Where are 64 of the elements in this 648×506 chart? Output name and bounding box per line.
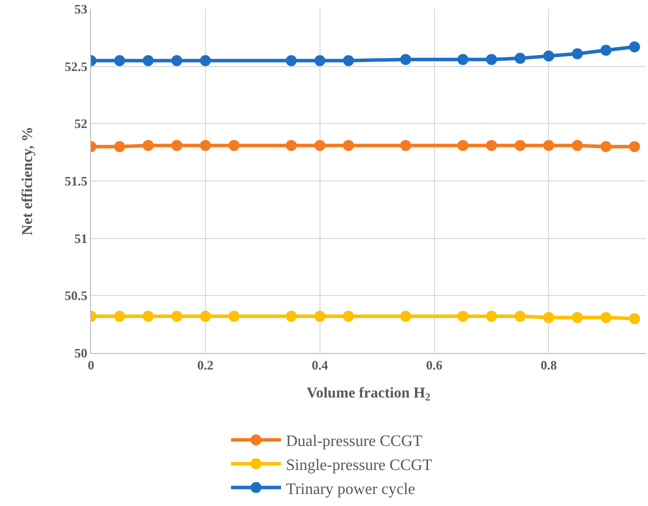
point [572, 48, 583, 60]
point [486, 54, 498, 65]
point [200, 140, 211, 151]
point [543, 50, 554, 62]
point [629, 41, 640, 52]
y-tick-label: 53 [74, 2, 88, 17]
x-tick-label: 0 [88, 358, 94, 373]
y-axis-title: Net efficiency, % [20, 126, 36, 236]
point [600, 141, 612, 152]
legend-label: Dual-pressure CCGT [286, 433, 423, 450]
point [457, 140, 468, 151]
point [600, 44, 612, 56]
point [286, 55, 297, 66]
point [342, 310, 354, 322]
point [486, 310, 498, 322]
point [514, 310, 526, 322]
point [228, 140, 240, 151]
point [400, 54, 412, 65]
y-tick-label: 52.5 [64, 58, 88, 74]
legend-label: Single-pressure CCGT [286, 456, 432, 474]
point [629, 313, 640, 324]
y-tick-label: 52 [74, 116, 88, 132]
legend-label: Trinary power cycle [286, 480, 416, 498]
point [286, 140, 297, 151]
x-tick-label: 0.2 [197, 358, 214, 373]
point [142, 310, 154, 322]
point [572, 140, 583, 151]
x-axis-title: Volume fraction H$_{2}$ [306, 386, 430, 404]
x-tick-label: 0.6 [426, 358, 443, 373]
point [543, 140, 554, 151]
point [171, 140, 182, 151]
point [486, 140, 498, 151]
y-tick-label: 50.5 [64, 288, 88, 304]
point [457, 54, 468, 65]
point [342, 55, 354, 66]
point [142, 140, 154, 151]
point [200, 55, 211, 66]
point [171, 310, 182, 322]
point [171, 55, 182, 66]
point [114, 55, 126, 66]
point [114, 310, 126, 322]
point [514, 140, 526, 151]
y-tick-label: 51.5 [64, 174, 88, 189]
point [514, 52, 526, 64]
point [400, 310, 412, 322]
point [314, 310, 326, 322]
point [200, 310, 211, 322]
point [286, 310, 297, 322]
point [600, 312, 612, 323]
point [142, 55, 154, 66]
point [228, 310, 240, 322]
y-tick-label: 51 [74, 230, 88, 246]
point [314, 55, 326, 66]
point [114, 141, 126, 152]
x-tick-label: 0.8 [540, 358, 558, 373]
point [572, 312, 583, 323]
point [543, 312, 554, 323]
point [400, 140, 412, 151]
point [629, 141, 640, 152]
point [342, 140, 354, 151]
point [314, 140, 326, 151]
point [457, 310, 468, 322]
x-tick-label: 0.4 [312, 358, 328, 373]
y-tick-label: 50 [74, 346, 88, 361]
